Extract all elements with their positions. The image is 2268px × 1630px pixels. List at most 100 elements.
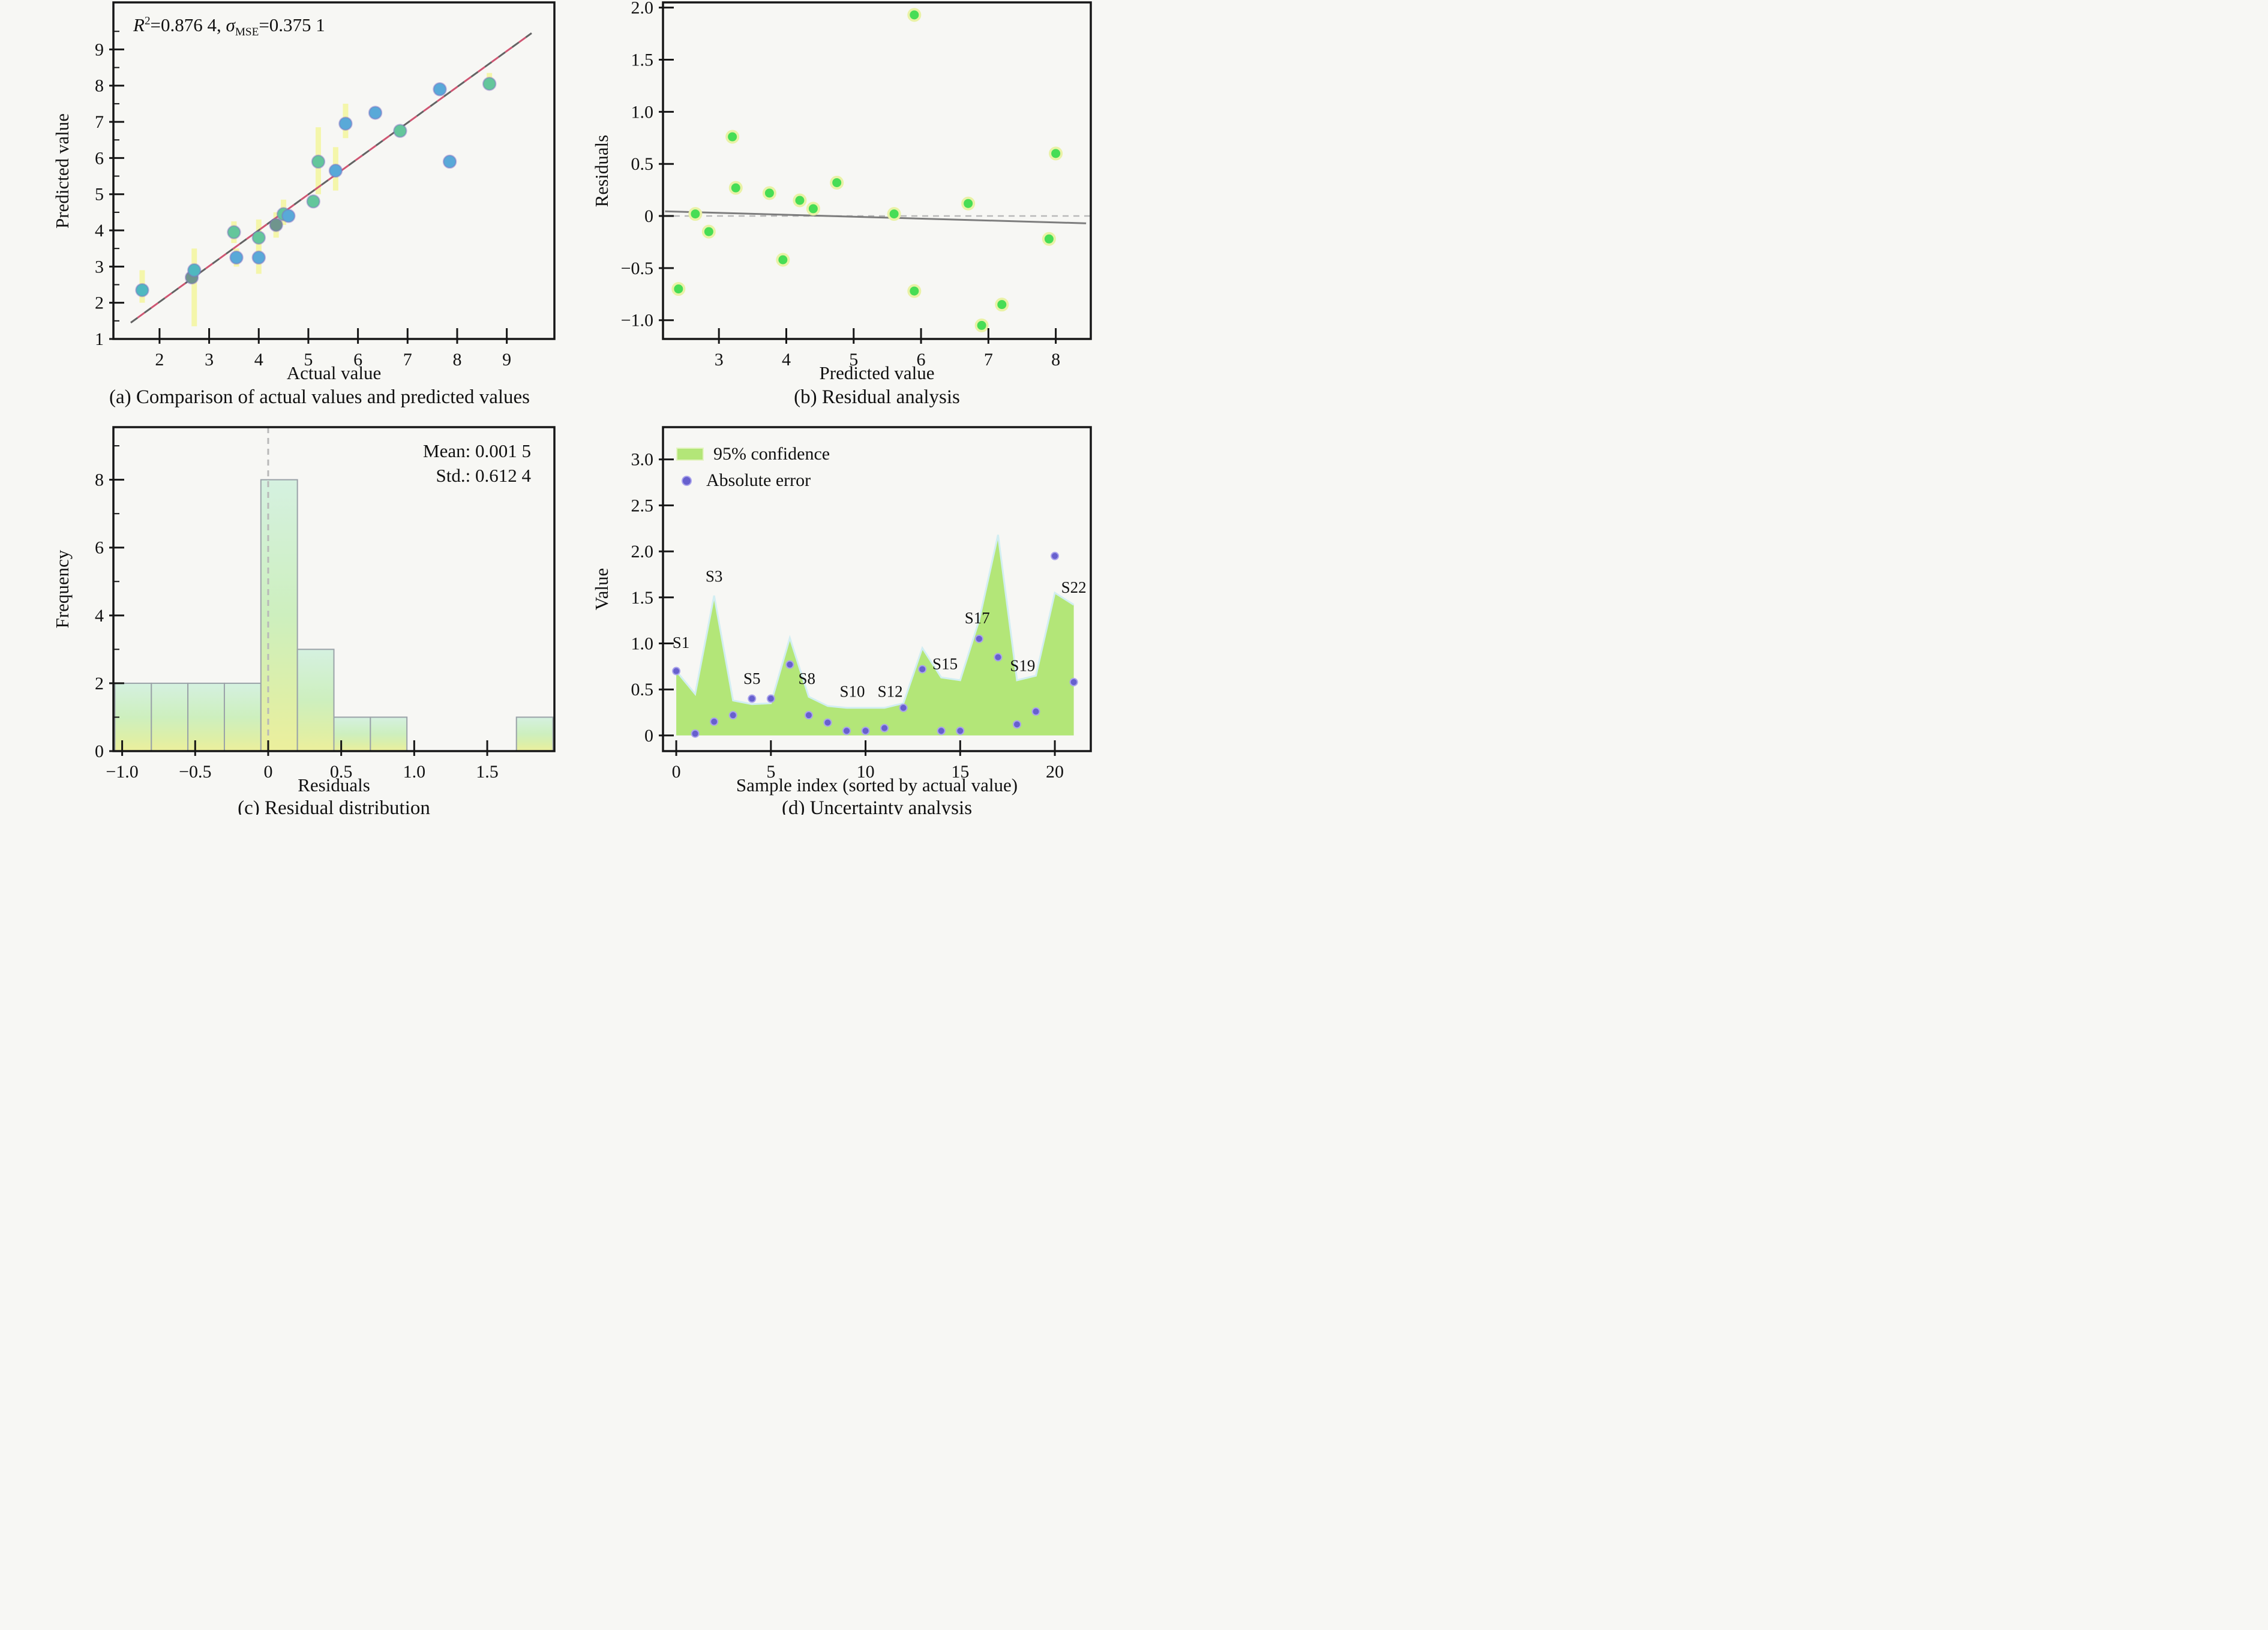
histogram-stats: Mean: 0.001 5 Std.: 0.612 4: [423, 439, 531, 488]
histogram-bar: [515, 716, 554, 752]
y-tick-label: 6: [95, 148, 104, 168]
histogram-bar: [370, 716, 408, 752]
residual-point: [671, 282, 686, 296]
r2-annotation: R2=0.876 4, σMSE=0.375 1: [133, 14, 325, 39]
absolute-error-point: [710, 717, 719, 726]
panel-b-caption: (b) Residual analysis: [794, 386, 960, 408]
absolute-error-point: [691, 729, 700, 738]
x-tick-label: 7: [403, 350, 412, 370]
histogram-bar: [187, 682, 225, 752]
legend-confidence-label: 95% confidence: [713, 444, 830, 464]
absolute-error-point: [766, 694, 775, 703]
plot-frame: [112, 426, 556, 752]
sample-label: S10: [839, 682, 865, 700]
panel-d-xlabel: Sample index (sorted by actual value): [736, 775, 1018, 796]
residual-point: [776, 253, 790, 267]
y-tick-label: 1.5: [631, 50, 654, 70]
plot-frame: [662, 1, 1092, 340]
sample-label: S22: [1061, 578, 1087, 596]
x-tick-label: 3: [205, 350, 214, 370]
panel-b-canvas: 3 4 5 6 7 8 2.0 1.5 1.0 0.5 0 −0.5 −1.0: [621, 0, 1092, 370]
absolute-error-point: [918, 665, 927, 674]
x-tick-label: 8: [452, 350, 461, 370]
x-tick-label: 4: [254, 350, 263, 370]
x-tick-label: 0: [672, 762, 681, 782]
residual-point: [995, 298, 1009, 312]
y-tick-label: 2: [95, 293, 104, 313]
histogram-bar: [151, 682, 189, 752]
panel-b: 3 4 5 6 7 8 2.0 1.5 1.0 0.5 0 −0.5 −1.0 Residuals Pr…: [567, 0, 1134, 408]
y-tick-label: 2.0: [631, 542, 654, 562]
x-tick-label: 6: [353, 350, 362, 370]
panel-a-xlabel: Actual value: [286, 362, 382, 383]
histogram-bars: [114, 479, 554, 752]
data-point: [393, 124, 407, 138]
absolute-error-point: [937, 727, 946, 736]
absolute-error-point: [994, 653, 1003, 662]
r2-value: =0.876 4,: [150, 14, 226, 35]
sample-label: S5: [743, 670, 761, 688]
y-tick-label: 0.5: [631, 154, 654, 174]
sample-label: S19: [1010, 657, 1035, 675]
plot-frame: [662, 426, 1092, 752]
confidence-area-edge: [675, 535, 1075, 709]
panel-c-xlabel: Residuals: [298, 775, 370, 796]
r2-exponent: 2: [144, 14, 151, 28]
residual-point: [1042, 232, 1056, 246]
sample-label: S15: [932, 655, 958, 673]
y-tick-label: 1.5: [631, 588, 654, 608]
residual-point: [1049, 146, 1063, 161]
x-tick-label: 2: [155, 350, 164, 370]
x-tick-label: 5: [849, 350, 858, 370]
data-point: [187, 263, 202, 278]
residual-point: [887, 207, 901, 221]
residual-point: [728, 181, 743, 195]
axes: −1.0 −0.5 0 0.5 1.0 1.5 0 2 4 6 8: [95, 426, 556, 782]
y-tick-label: 8: [95, 76, 104, 96]
absolute-error-dot-icon: [682, 475, 692, 486]
y-tick-label: 0.5: [631, 680, 654, 700]
data-point: [281, 209, 296, 223]
panel-c-canvas: −1.0 −0.5 0 0.5 1.0 1.5 0 2 4 6 8: [95, 426, 556, 782]
std-label: Std.: 0.612 4: [436, 465, 531, 486]
data-point: [328, 163, 343, 178]
x-tick-label: 9: [502, 350, 511, 370]
x-tick-label: 0.5: [330, 762, 353, 782]
y-tick-label: 2.5: [631, 496, 654, 515]
data-point: [269, 218, 283, 232]
residual-points: [671, 8, 1063, 332]
data-point: [227, 225, 241, 239]
data-point: [338, 116, 353, 131]
data-point: [135, 283, 149, 298]
histogram-bar: [296, 649, 335, 752]
axes: 2 3 4 5 6 7 8 9 1 2 3 4 5 6 7 8 9: [95, 1, 556, 370]
x-tick-label: 1.5: [476, 762, 499, 782]
axes: 0 5 10 15 20 0 0.5 1.0 1.5 2.0 2.5 3.0: [631, 426, 1092, 782]
absolute-error-point: [899, 703, 908, 712]
y-tick-label: 3.0: [631, 450, 654, 470]
y-tick-label: −1.0: [621, 311, 653, 331]
mean-label: Mean: 0.001 5: [423, 440, 531, 461]
y-tick-label: 3: [95, 257, 104, 277]
data-point: [229, 250, 244, 265]
y-tick-label: 4: [95, 606, 104, 626]
absolute-error-point: [804, 711, 813, 720]
panel-d-legend: 95% confidence Absolute error: [676, 441, 830, 494]
absolute-error-point: [1069, 677, 1078, 686]
x-tick-label: 7: [984, 350, 993, 370]
y-tick-label: 2.0: [631, 0, 654, 18]
residual-point: [907, 8, 922, 22]
legend-confidence-row: 95% confidence: [676, 441, 830, 467]
x-tick-label: 20: [1046, 762, 1064, 782]
panel-b-ylabel: Residuals: [591, 134, 612, 208]
absolute-error-point: [861, 727, 870, 736]
panel-c-caption: (c) Residual distribution: [238, 797, 430, 815]
sigma-subscript: MSE: [235, 26, 259, 39]
x-tick-label: −1.0: [106, 762, 138, 782]
panel-a-ylabel: Predicted value: [52, 113, 73, 229]
residual-point: [961, 196, 976, 211]
absolute-error-point: [785, 660, 794, 669]
histogram-bar: [114, 682, 152, 752]
data-point: [482, 76, 497, 91]
